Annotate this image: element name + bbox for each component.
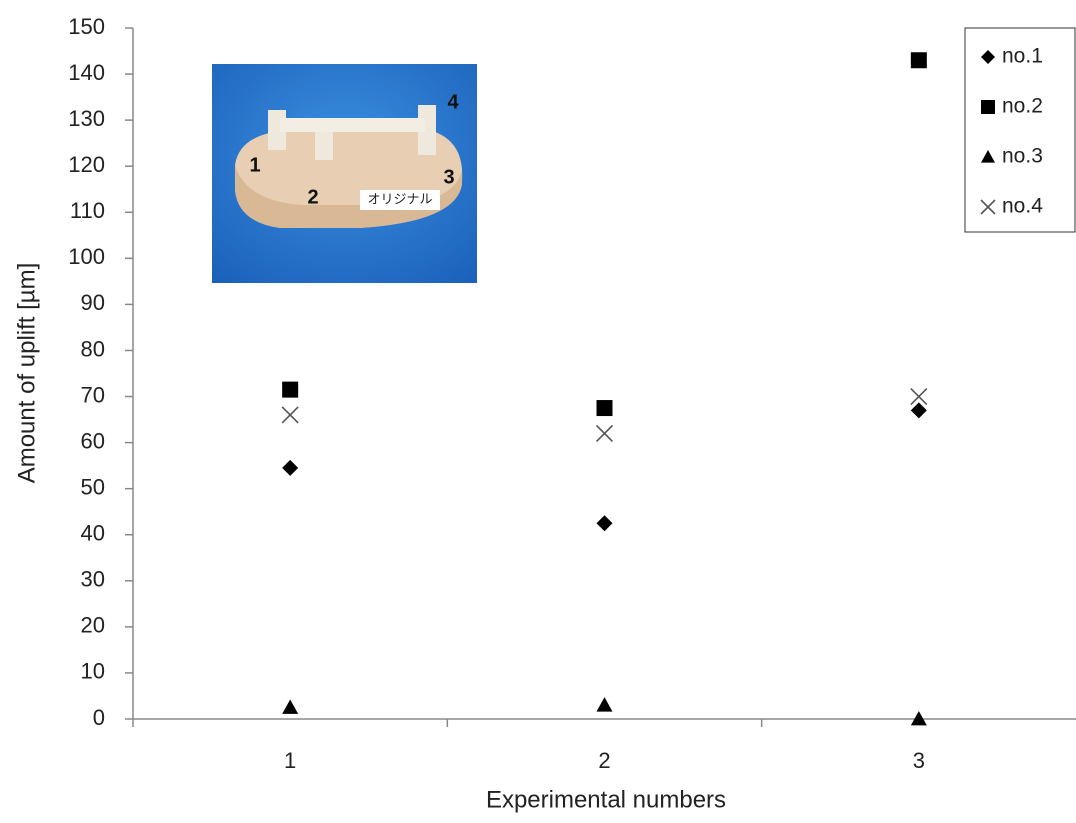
y-tick-label: 60 — [81, 428, 105, 453]
y-tick-label: 80 — [81, 336, 105, 361]
legend-label: no.4 — [1002, 195, 1043, 218]
inset-label: 2 — [307, 186, 318, 208]
marker — [911, 389, 927, 405]
marker — [911, 711, 927, 725]
y-tick-label: 140 — [68, 60, 105, 85]
marker — [597, 697, 613, 711]
y-tick-label: 70 — [81, 382, 105, 407]
y-tick-label: 90 — [81, 290, 105, 315]
inset-label: オリジナル — [367, 191, 432, 206]
y-tick-label: 150 — [68, 14, 105, 39]
x-tick-label: 2 — [598, 748, 610, 773]
marker — [597, 425, 613, 441]
y-tick-label: 130 — [68, 106, 105, 131]
y-axis-title: Amount of uplift [µm] — [13, 263, 40, 484]
legend-label: no.2 — [1002, 95, 1043, 118]
marker — [282, 699, 298, 713]
legend-label: no.1 — [1002, 45, 1043, 68]
marker — [282, 407, 298, 423]
y-tick-label: 0 — [93, 705, 105, 730]
marker — [597, 515, 613, 531]
y-tick-label: 50 — [81, 474, 105, 499]
marker — [911, 402, 927, 418]
inset-label: 1 — [249, 154, 260, 176]
x-tick-label: 1 — [284, 748, 296, 773]
marker — [282, 460, 298, 476]
y-tick-label: 40 — [81, 521, 105, 546]
y-tick-label: 110 — [70, 198, 105, 223]
y-tick-label: 100 — [68, 244, 105, 269]
marker — [911, 52, 927, 68]
y-tick-label: 20 — [81, 613, 105, 638]
y-tick-label: 30 — [81, 567, 105, 592]
marker — [597, 400, 613, 416]
x-tick-label: 3 — [913, 748, 925, 773]
legend-label: no.3 — [1002, 145, 1043, 168]
y-tick-label: 120 — [68, 152, 105, 177]
marker — [282, 382, 298, 398]
x-axis-title: Experimental numbers — [486, 786, 726, 813]
inset-label: 3 — [443, 166, 454, 188]
inset-photo: 1 2 3 4 オリジナル — [212, 64, 477, 283]
legend-marker — [981, 100, 995, 114]
chart: 1 2 3 4 オリジナル Experimental numbers Amoun… — [0, 0, 1076, 823]
inset-label: 4 — [447, 91, 459, 113]
y-tick-label: 10 — [81, 659, 105, 684]
